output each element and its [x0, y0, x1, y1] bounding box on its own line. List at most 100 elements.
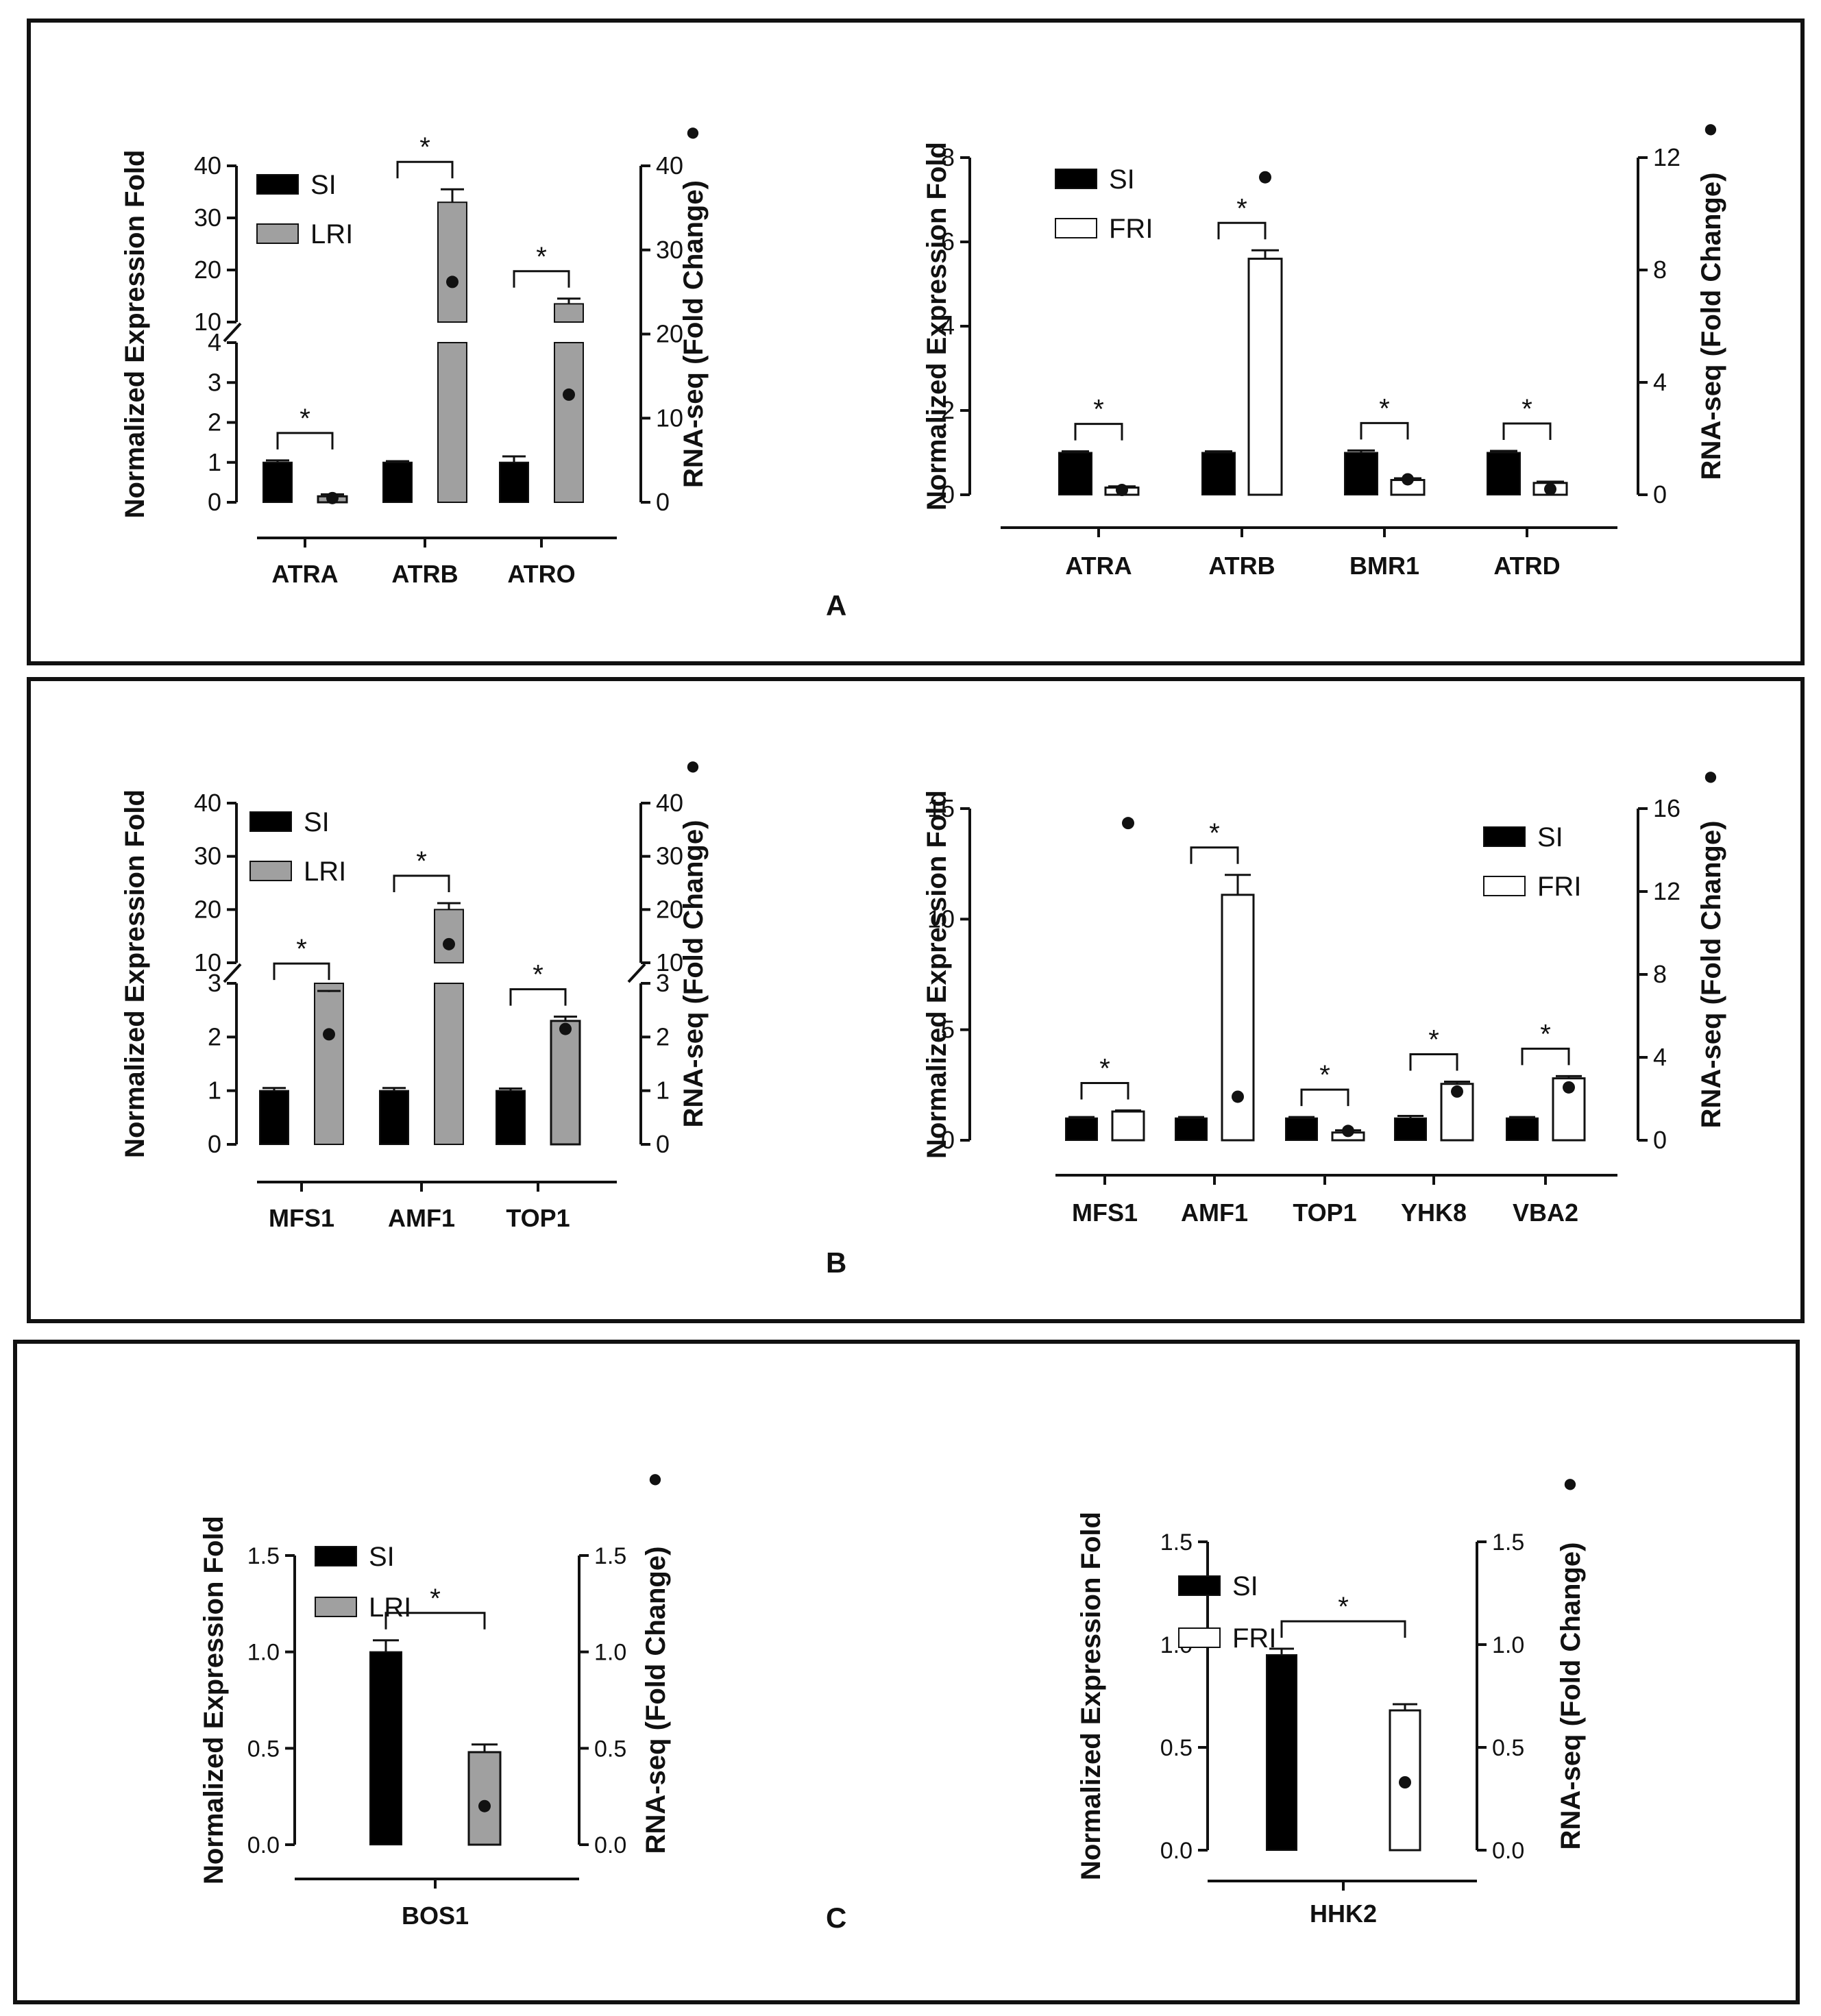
y2-tick-label: 1.0: [594, 1640, 626, 1666]
y-tick-label: 10: [194, 308, 221, 336]
y-axis-title: Normalized Expression Fold: [199, 1516, 229, 1884]
x-tick-label: AMF1: [1181, 1198, 1248, 1227]
y2-tick-label: 0.5: [594, 1736, 626, 1762]
y2-tick-label: 12: [1653, 877, 1681, 905]
x-tick-label: ATRB: [1208, 552, 1275, 580]
y2-tick-label: 3: [656, 969, 670, 997]
bar-si: [259, 1090, 289, 1145]
significance-bracket: [396, 160, 454, 179]
x-tick-label: ATRB: [391, 560, 458, 588]
y-tick-label: 2: [208, 408, 221, 437]
significance-bracket: [1300, 1088, 1349, 1107]
y2-tick-label: 0.0: [1492, 1838, 1524, 1864]
y2-axis-marker: ●: [1563, 1469, 1578, 1498]
y2-axis-break: [627, 963, 646, 983]
y2-tick-label: 10: [656, 404, 683, 432]
significance-star: *: [536, 242, 547, 272]
significance-star: *: [419, 132, 430, 162]
x-tick-label: ATRD: [1493, 552, 1560, 580]
y-tick-label: 1.0: [247, 1640, 280, 1666]
legend-label-fri: FRI: [1232, 1623, 1276, 1654]
significance-bracket: [1360, 421, 1409, 440]
bar-lri-upper: [437, 201, 467, 323]
legend-swatch-si: [256, 174, 299, 195]
x-tick-label: BMR1: [1349, 552, 1419, 580]
legend-label-si: SI: [304, 807, 330, 837]
rnaseq-point: [563, 388, 575, 401]
y2-axis-title: RNA-seq (Fold Change): [679, 820, 709, 1128]
bar-si: [1394, 1117, 1427, 1141]
significance-bracket: [1521, 1047, 1570, 1066]
x-tick-label: ATRO: [507, 560, 575, 588]
legend-swatch-si: [249, 811, 292, 832]
legend-swatch-si: [1483, 826, 1526, 847]
y2-tick-label: 8: [1653, 256, 1667, 284]
y-tick-label: 0.0: [1160, 1838, 1193, 1864]
bar-si: [1058, 452, 1092, 495]
significance-bracket: [1074, 423, 1123, 441]
legend-swatch-fri: [1178, 1627, 1221, 1648]
chart-a-right: 0 2 4 6 8 0 4 8 12 Normalized Expression Fold RNA-…: [922, 114, 1726, 580]
panel-frame-c: [13, 1340, 1800, 2004]
y-tick-label: 0.5: [247, 1736, 280, 1762]
y2-tick-label: 12: [1653, 143, 1681, 171]
legend-label-si: SI: [310, 170, 337, 200]
panel-frame-a: [27, 19, 1805, 665]
y-axis-title: Normalized Expression Fold: [1076, 1512, 1106, 1880]
y-tick-label: 8: [941, 143, 955, 171]
y-tick-label: 0: [941, 480, 955, 508]
y2-tick-label: 40: [656, 789, 683, 817]
x-tick-label: MFS1: [269, 1204, 334, 1232]
legend-swatch-fri: [1055, 218, 1097, 238]
bar-si: [1065, 1117, 1098, 1141]
significance-bracket: [1502, 422, 1552, 441]
y2-tick-label: 0.5: [1492, 1735, 1524, 1761]
x-tick-label: VBA2: [1513, 1198, 1578, 1227]
rnaseq-point: [1544, 482, 1556, 495]
y-tick-label: 0: [208, 488, 221, 516]
legend-swatch-si: [315, 1546, 357, 1566]
bar-fri: [1111, 1110, 1145, 1142]
bar-lri-lower: [314, 983, 344, 1145]
significance-bracket: [384, 1612, 486, 1630]
y-tick-label: 20: [194, 256, 221, 284]
legend-label-si: SI: [1232, 1571, 1258, 1601]
y2-tick-label: 40: [656, 151, 683, 180]
y-tick-label: 4: [208, 328, 221, 356]
significance-bracket: [1080, 1081, 1129, 1100]
y2-tick-label: 0: [1653, 480, 1667, 508]
bar-si: [369, 1651, 402, 1846]
rnaseq-point: [478, 1799, 491, 1812]
significance-bracket: [273, 962, 330, 981]
bar-lri-lower: [437, 342, 467, 503]
y2-tick-label: 1.5: [1492, 1529, 1524, 1556]
rnaseq-point: [1563, 1081, 1575, 1094]
bar-fri: [1221, 894, 1255, 1142]
y2-tick-label: 0: [1653, 1126, 1667, 1154]
y2-tick-label: 30: [656, 842, 683, 870]
legend-swatch-fri: [1483, 876, 1526, 896]
legend-label-si: SI: [369, 1542, 395, 1572]
significance-star: *: [1521, 394, 1532, 424]
rnaseq-point: [1232, 1090, 1244, 1103]
x-tick-label: MFS1: [1072, 1198, 1138, 1227]
y2-axis-title: RNA-seq (Fold Change): [641, 1547, 671, 1854]
legend-label-lri: LRI: [310, 219, 353, 249]
significance-bracket: [276, 432, 334, 450]
panel-label-b: B: [826, 1246, 846, 1279]
x-tick-label: AMF1: [388, 1204, 455, 1232]
y-tick-label: 0: [208, 1130, 221, 1158]
legend-label-fri: FRI: [1109, 214, 1153, 244]
significance-star: *: [1428, 1024, 1439, 1055]
y2-tick-label: 20: [656, 895, 683, 923]
y2-tick-label: 16: [1653, 794, 1681, 822]
rnaseq-point: [559, 1022, 572, 1035]
significance-star: *: [1319, 1060, 1330, 1090]
legend-label-si: SI: [1109, 164, 1135, 195]
x-tick-label: TOP1: [506, 1204, 570, 1232]
significance-bracket: [1217, 221, 1267, 240]
bar-lri: [550, 1020, 581, 1146]
significance-star: *: [1379, 393, 1390, 423]
